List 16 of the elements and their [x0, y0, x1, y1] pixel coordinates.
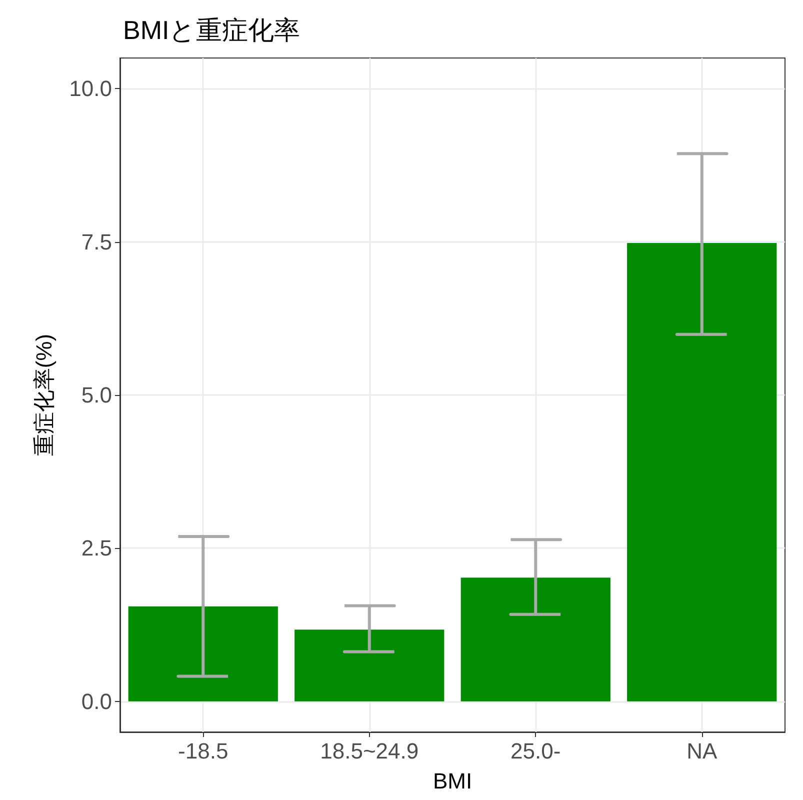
bar	[294, 630, 444, 702]
bar	[627, 243, 777, 702]
bar	[128, 606, 278, 702]
x-tick-label: 25.0-	[510, 738, 561, 764]
x-tick-label: -18.5	[178, 738, 228, 764]
bar	[460, 578, 610, 702]
y-tick-label: 0.0	[81, 688, 112, 714]
y-tick-label: 2.5	[81, 536, 112, 561]
y-tick-label: 7.5	[81, 229, 112, 254]
x-tick-label: 18.5~24.9	[320, 738, 419, 764]
y-axis-title: 重症化率(%)	[32, 334, 56, 456]
y-tick-label: 10.0	[69, 76, 112, 102]
x-tick-label: NA	[686, 738, 718, 764]
chart-title: BMIと重症化率	[123, 15, 300, 45]
x-axis-title: BMI	[432, 768, 472, 794]
y-tick-label: 5.0	[81, 382, 112, 408]
